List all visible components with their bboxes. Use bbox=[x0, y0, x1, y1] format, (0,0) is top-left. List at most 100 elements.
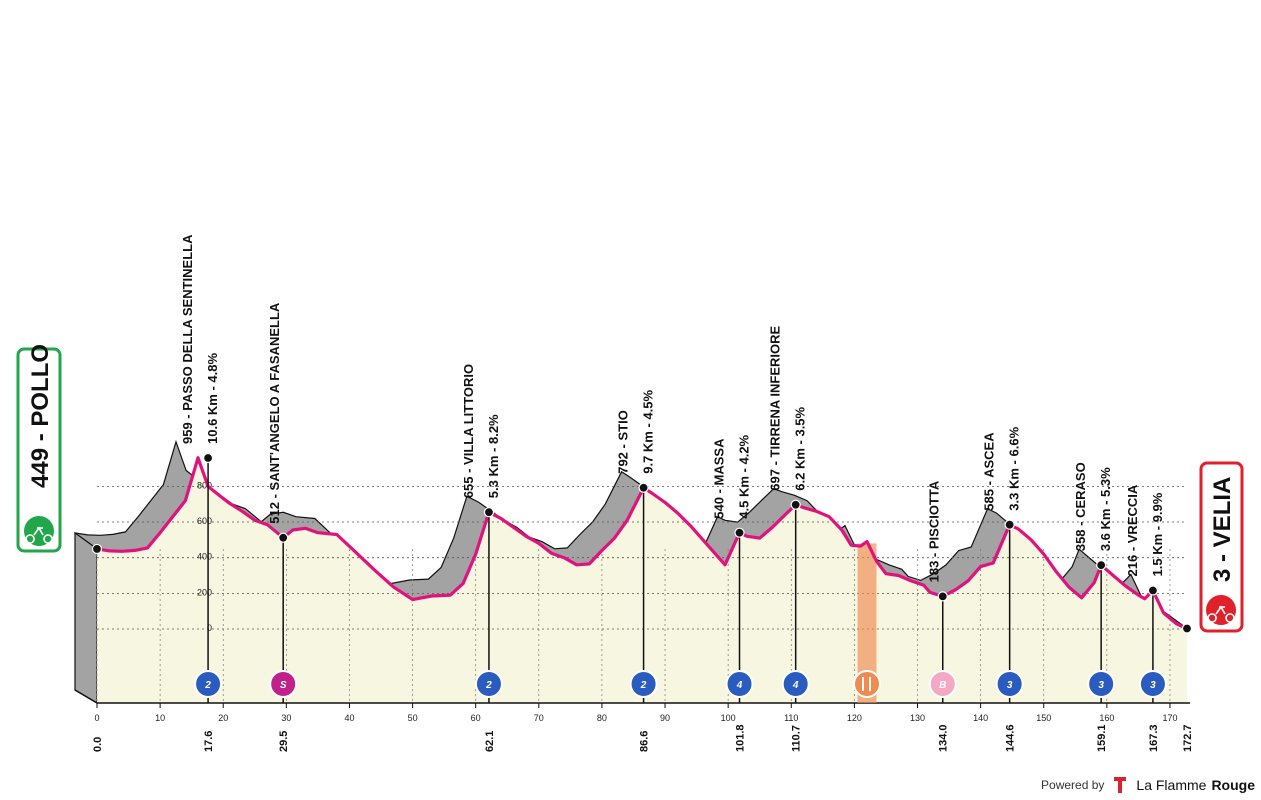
climb-label: 697 - TIRRENA INFERIORE bbox=[768, 325, 783, 490]
category-badge bbox=[1138, 670, 1167, 698]
category-badge-label: 3 bbox=[1007, 680, 1013, 691]
y-tick-label: 600 bbox=[197, 516, 212, 526]
climb-dot bbox=[1004, 519, 1015, 530]
category-badge-label: 2 bbox=[485, 680, 492, 691]
x-tick-label: 100 bbox=[721, 713, 736, 723]
x-tick-label: 140 bbox=[973, 713, 988, 723]
x-tick-label: 40 bbox=[344, 713, 354, 723]
x-tick-label: 150 bbox=[1036, 713, 1051, 723]
category-badge-label: 4 bbox=[736, 680, 743, 691]
brand-part-a: La Flamme bbox=[1136, 777, 1207, 793]
x-tick-label: 20 bbox=[218, 713, 228, 723]
km-marker-label: 86.6 bbox=[639, 731, 651, 752]
x-tick-label: 110 bbox=[784, 713, 798, 723]
fork-knife-icon bbox=[862, 677, 872, 691]
category-badge bbox=[629, 670, 658, 698]
climb-dot bbox=[1096, 560, 1107, 571]
category-badge-label: S bbox=[280, 680, 287, 691]
climb-label: 216 - VRECCIA bbox=[1125, 484, 1140, 576]
powered-by-text: Powered by bbox=[1041, 778, 1105, 792]
x-tick-label: 80 bbox=[597, 713, 607, 723]
x-tick-label: 120 bbox=[847, 713, 862, 723]
category-badge-label: 3 bbox=[1150, 680, 1156, 691]
climb-label: 512 - SANT'ANGELO A FASANELLA bbox=[267, 302, 282, 524]
x-tick-label: 10 bbox=[155, 713, 165, 723]
finish-label: 3 - VELIA bbox=[1209, 477, 1236, 582]
start-sign: 449 - POLLO bbox=[16, 344, 62, 553]
start-label: 449 - POLLO bbox=[27, 344, 54, 488]
km-marker-labels: 0.0 17.6 29.5 62.1 86.6 101.8 110.7 134.0 144.6 1… bbox=[92, 724, 1194, 752]
x-tick-label: 50 bbox=[408, 713, 418, 723]
climb-dot bbox=[1147, 585, 1159, 596]
climbs-layer: 959 - PASSO DELLA SENTINELLA 10.6 Km - 4.… bbox=[91, 234, 1193, 703]
base-corner-line bbox=[74, 689, 98, 704]
feed-zone-icon bbox=[853, 670, 882, 698]
profile-line bbox=[96, 456, 1188, 630]
x-tick-label: 0 bbox=[94, 713, 99, 723]
category-badge bbox=[474, 670, 503, 698]
climb-label: 655 - VILLA LITTORIO bbox=[461, 364, 476, 498]
category-badge bbox=[1087, 670, 1116, 698]
x-tick-label: 30 bbox=[281, 713, 291, 723]
y-tick-label: 800 bbox=[197, 480, 212, 490]
x-axis: 0 10 20 30 40 50 60 70 80 90 100 110 120 130 140 150 160… bbox=[94, 703, 1177, 723]
climb-label: 792 - STIO bbox=[616, 410, 631, 474]
climb-dot bbox=[790, 499, 801, 510]
x-tick-label: 170 bbox=[1162, 713, 1177, 723]
start-dot bbox=[91, 543, 103, 555]
climb-label: 959 - PASSO DELLA SENTINELLA bbox=[180, 234, 195, 444]
km-marker-label: 110.7 bbox=[791, 725, 803, 752]
km-marker-label: 167.3 bbox=[1148, 724, 1160, 752]
km-marker-label: 0.0 bbox=[92, 737, 104, 752]
climb-detail: 1.5 Km - 9.9% bbox=[1150, 492, 1165, 576]
footer: Powered by La Flamme Rouge bbox=[1041, 776, 1255, 794]
feed-zone-layer bbox=[857, 543, 877, 703]
category-badge bbox=[269, 670, 298, 698]
climb-dot bbox=[278, 532, 289, 543]
climb-detail: 9.7 Km - 4.5% bbox=[641, 390, 656, 474]
climb-detail: 5.3 Km - 8.2% bbox=[486, 414, 501, 498]
category-badge-label: B bbox=[939, 680, 946, 691]
km-marker-label: 172.7 bbox=[1182, 724, 1194, 752]
climb-detail: 6.2 Km - 3.5% bbox=[793, 406, 808, 490]
brand-name: La Flamme Rouge bbox=[1136, 777, 1255, 793]
km-marker-label: 159.1 bbox=[1096, 724, 1108, 752]
finish-cyclist-icon bbox=[1206, 595, 1236, 625]
brand-part-b: Rouge bbox=[1211, 777, 1255, 793]
category-badge bbox=[194, 670, 223, 698]
category-badge bbox=[725, 670, 754, 698]
climb-detail: 10.6 Km - 4.8% bbox=[205, 353, 220, 444]
profile-line-layer bbox=[96, 456, 1188, 630]
climb-label: 358 - CERASO bbox=[1073, 462, 1088, 551]
climb-dot bbox=[734, 527, 745, 538]
climb-dot bbox=[202, 452, 214, 464]
x-tick-label: 70 bbox=[534, 713, 544, 723]
km-marker-label: 101.8 bbox=[735, 724, 747, 752]
climb-label: 183 - PISCIOTTA bbox=[927, 480, 942, 582]
start-cyclist-icon bbox=[24, 516, 54, 546]
category-badge bbox=[781, 670, 810, 698]
km-marker-label: 62.1 bbox=[484, 731, 496, 752]
x-tick-label: 160 bbox=[1099, 713, 1114, 723]
category-badge bbox=[995, 670, 1024, 698]
category-badge-label: 2 bbox=[204, 680, 211, 691]
grid-layer: 0 200 400 600 800 bbox=[96, 480, 1187, 703]
category-badge bbox=[928, 670, 957, 698]
y-tick-label: 200 bbox=[197, 587, 212, 597]
category-badge-label: 4 bbox=[792, 680, 799, 691]
climb-detail: 3.3 Km - 6.6% bbox=[1007, 426, 1022, 510]
climb-label: 540 - MASSA bbox=[712, 438, 727, 519]
climb-dot bbox=[483, 507, 495, 518]
km-marker-label: 29.5 bbox=[278, 731, 290, 752]
category-badges: 2 S 2 2 4 4 B 3 3 3 bbox=[194, 670, 1167, 698]
km-marker-label: 17.6 bbox=[203, 731, 215, 752]
feed-zone-band bbox=[857, 543, 877, 703]
finish-dot bbox=[1181, 623, 1193, 634]
relief-left-wall bbox=[74, 531, 98, 705]
climb-detail: 3.6 Km - 5.3% bbox=[1098, 467, 1113, 551]
x-tick-label: 60 bbox=[471, 713, 481, 723]
category-badge-label: 2 bbox=[640, 680, 647, 691]
y-tick-label: 400 bbox=[197, 552, 212, 562]
x-tick-label: 130 bbox=[910, 713, 925, 723]
